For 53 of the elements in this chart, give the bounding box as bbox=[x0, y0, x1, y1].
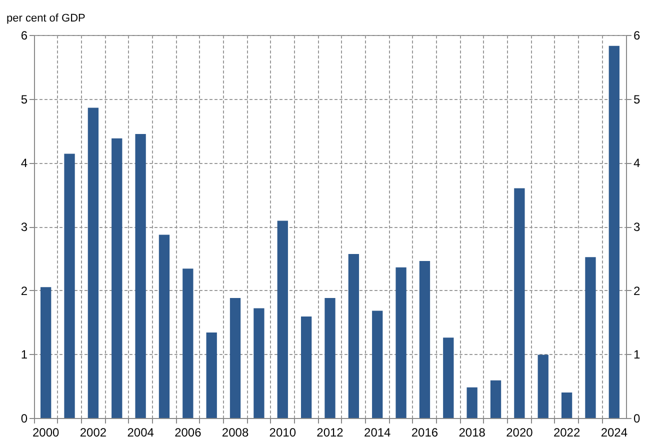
bar bbox=[561, 392, 572, 418]
x-tick-label: 2000 bbox=[32, 426, 60, 440]
y-tick-label: 5 bbox=[20, 92, 28, 106]
x-tick-label: 2024 bbox=[600, 426, 628, 440]
bar bbox=[466, 387, 478, 418]
bar bbox=[88, 108, 99, 418]
y2-tick-label: 4 bbox=[634, 156, 640, 170]
x-tick-label: 2010 bbox=[269, 426, 296, 440]
y2-tick-label: 5 bbox=[634, 92, 640, 106]
bar bbox=[277, 220, 288, 418]
y-tick-label: 3 bbox=[20, 220, 28, 234]
bar bbox=[300, 316, 312, 418]
bar bbox=[135, 134, 146, 418]
bar bbox=[206, 332, 217, 418]
x-tick-label: 2004 bbox=[127, 426, 154, 440]
bar bbox=[443, 338, 454, 418]
x-tick-label: 2006 bbox=[174, 426, 202, 440]
bar bbox=[419, 260, 430, 418]
bar bbox=[324, 298, 336, 418]
y-axis-title: per cent of GDP bbox=[6, 12, 86, 24]
x-tick-label: 2002 bbox=[80, 426, 107, 440]
bar bbox=[40, 287, 52, 418]
bar bbox=[230, 298, 241, 418]
x-tick-label: 2008 bbox=[222, 426, 249, 440]
x-tick-label: 2012 bbox=[316, 426, 344, 440]
bar bbox=[182, 268, 194, 418]
y-tick-label: 6 bbox=[20, 28, 28, 42]
x-tick-label: 2022 bbox=[553, 426, 580, 440]
x-tick-label: 2018 bbox=[458, 426, 486, 440]
bar bbox=[158, 234, 170, 418]
y2-tick-label: 0 bbox=[634, 412, 640, 426]
x-tick-label: 2014 bbox=[364, 426, 392, 440]
y2-tick-label: 2 bbox=[634, 284, 640, 298]
y-tick-label: 0 bbox=[20, 412, 28, 426]
bar bbox=[514, 188, 525, 418]
bar bbox=[348, 254, 360, 418]
bar bbox=[608, 46, 620, 418]
y-tick-label: 1 bbox=[20, 348, 28, 362]
bar bbox=[585, 257, 596, 418]
x-tick-label: 2016 bbox=[411, 426, 438, 440]
bar bbox=[112, 138, 122, 418]
bar bbox=[64, 154, 75, 418]
bar bbox=[254, 308, 264, 418]
y-tick-label: 4 bbox=[20, 156, 28, 170]
bar bbox=[490, 380, 502, 418]
y2-tick-label: 3 bbox=[634, 220, 640, 234]
y-tick-label: 2 bbox=[20, 284, 28, 298]
bar bbox=[538, 354, 548, 418]
x-tick-label: 2020 bbox=[506, 426, 534, 440]
y2-tick-label: 6 bbox=[634, 28, 640, 42]
bar bbox=[372, 310, 383, 418]
y2-tick-label: 1 bbox=[634, 348, 640, 362]
bar bbox=[396, 267, 406, 418]
